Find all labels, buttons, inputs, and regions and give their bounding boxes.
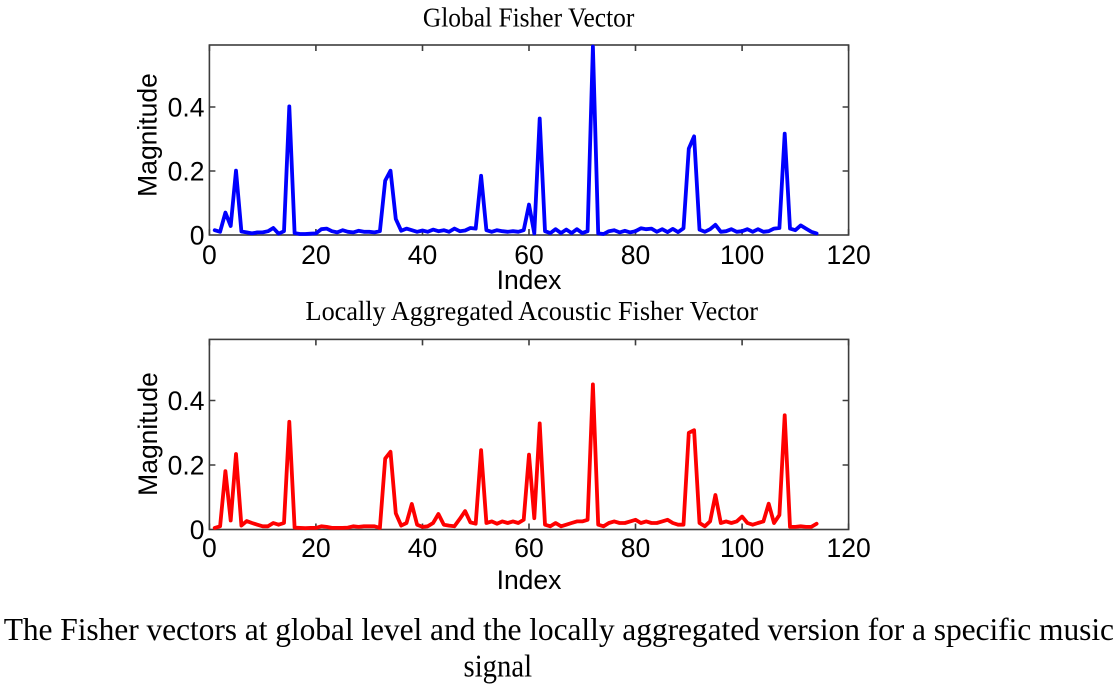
svg-text:40: 40: [408, 240, 437, 270]
svg-text:0.4: 0.4: [168, 386, 205, 416]
svg-text:80: 80: [621, 240, 650, 270]
svg-text:0: 0: [202, 240, 217, 270]
svg-text:40: 40: [408, 533, 437, 563]
svg-text:Index: Index: [497, 265, 562, 295]
svg-text:0.2: 0.2: [168, 156, 205, 186]
svg-text:signal: signal: [464, 648, 533, 683]
svg-text:0: 0: [202, 533, 217, 563]
svg-text:Index: Index: [497, 565, 562, 595]
svg-text:Magnitude: Magnitude: [133, 372, 163, 496]
svg-text:80: 80: [621, 533, 650, 563]
svg-text:0: 0: [190, 220, 205, 250]
svg-text:120: 120: [826, 533, 870, 563]
svg-text:0: 0: [190, 515, 205, 545]
svg-text:120: 120: [826, 240, 870, 270]
svg-text:100: 100: [720, 240, 764, 270]
svg-text:Global Fisher Vector: Global Fisher Vector: [423, 1, 635, 32]
svg-text:60: 60: [514, 533, 543, 563]
svg-text:20: 20: [301, 533, 330, 563]
svg-text:100: 100: [720, 533, 764, 563]
svg-text:60: 60: [514, 240, 543, 270]
svg-text:0.4: 0.4: [168, 92, 205, 122]
svg-text:The Fisher vectors at global l: The Fisher vectors at global level and t…: [4, 612, 1114, 647]
svg-text:Locally Aggregated Acoustic Fi: Locally Aggregated Acoustic Fisher Vecto…: [306, 295, 759, 326]
svg-text:Magnitude: Magnitude: [133, 73, 163, 197]
svg-text:20: 20: [301, 240, 330, 270]
svg-text:0.2: 0.2: [168, 450, 205, 480]
